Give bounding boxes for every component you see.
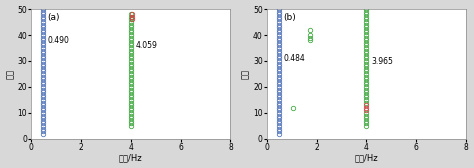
Text: 4.059: 4.059 [136,41,158,50]
X-axis label: 频率/Hz: 频率/Hz [355,153,378,162]
Text: 0.490: 0.490 [47,36,69,45]
Y-axis label: 阶数: 阶数 [6,69,15,79]
Text: 0.484: 0.484 [283,54,305,63]
Text: (b): (b) [283,13,296,22]
X-axis label: 频率/Hz: 频率/Hz [119,153,143,162]
Text: (a): (a) [47,13,60,22]
Text: 3.965: 3.965 [372,57,393,66]
Y-axis label: 阶数: 阶数 [241,69,250,79]
